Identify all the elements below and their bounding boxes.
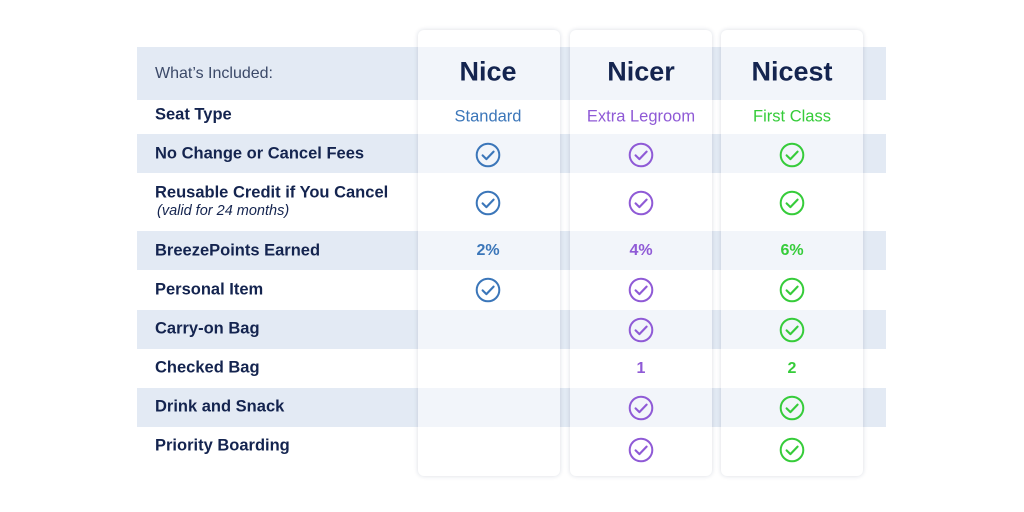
check-circle-icon: [779, 142, 805, 168]
cell-value: 1: [636, 360, 646, 377]
check-circle-icon: [628, 437, 654, 463]
check-circle-icon: [628, 317, 654, 343]
cell-value: Extra Legroom: [586, 107, 696, 126]
cell-value: 4%: [629, 242, 653, 259]
card-stripe: [721, 310, 863, 349]
row-label: Carry-on Bag: [155, 319, 260, 338]
check-circle-icon: [475, 277, 501, 303]
card-stripe: [721, 47, 863, 100]
cell-value: 2%: [476, 242, 500, 259]
tier-name: Nicest: [751, 56, 833, 87]
cell-value: First Class: [753, 107, 831, 126]
row-sublabel: (valid for 24 months): [157, 203, 290, 219]
check-circle-icon: [779, 190, 805, 216]
check-circle-icon: [628, 190, 654, 216]
check-circle-icon: [628, 277, 654, 303]
card-stripe: [418, 231, 560, 270]
row-label: BreezePoints Earned: [155, 241, 321, 260]
check-circle-icon: [779, 437, 805, 463]
card-stripe: [570, 310, 712, 349]
header-label: What’s Included:: [155, 65, 273, 82]
check-circle-icon: [628, 395, 654, 421]
card-stripe: [721, 388, 863, 427]
tier-name: Nicer: [607, 56, 675, 87]
tier-card-nicer: [570, 30, 712, 476]
row-label: No Change or Cancel Fees: [155, 144, 365, 163]
cell-value: 2: [787, 360, 797, 377]
row-label: Personal Item: [155, 280, 264, 299]
row-label: Checked Bag: [155, 358, 260, 377]
card-stripe: [721, 231, 863, 270]
check-circle-icon: [475, 190, 501, 216]
card-stripe: [570, 388, 712, 427]
row-label: Seat Type: [155, 105, 232, 124]
row-label: Drink and Snack: [155, 397, 285, 416]
cell-value: 6%: [780, 242, 804, 259]
card-stripe: [570, 231, 712, 270]
tier-card-nicest: [721, 30, 863, 476]
cell-value: Standard: [454, 107, 522, 126]
check-circle-icon: [779, 317, 805, 343]
card-stripe: [418, 310, 560, 349]
card-stripe: [418, 388, 560, 427]
card-stripe: [570, 47, 712, 100]
check-circle-icon: [779, 277, 805, 303]
row-label: Reusable Credit if You Cancel: [155, 183, 389, 202]
card-stripe: [418, 47, 560, 100]
row-label: Priority Boarding: [155, 436, 290, 455]
tier-name: Nice: [459, 56, 517, 87]
check-circle-icon: [628, 142, 654, 168]
check-circle-icon: [779, 395, 805, 421]
check-circle-icon: [475, 142, 501, 168]
